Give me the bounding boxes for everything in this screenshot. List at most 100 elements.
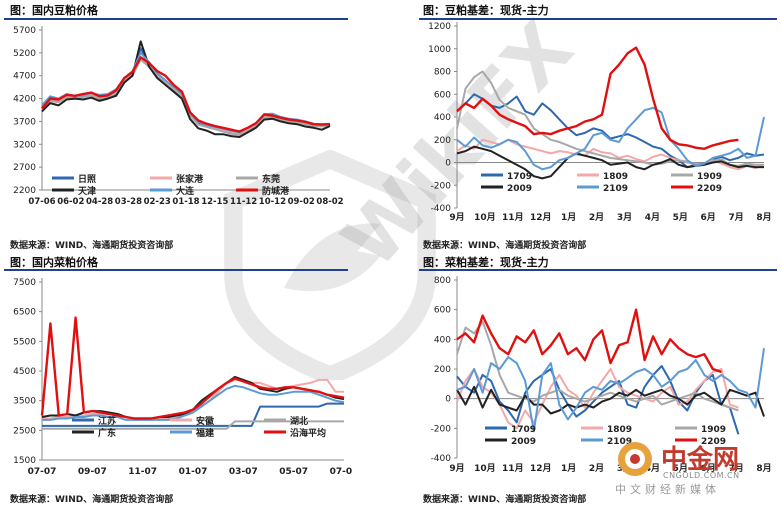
x-tick-label: 6月 (701, 212, 716, 223)
x-tick-label: 07-06 (28, 197, 55, 207)
series-line (42, 378, 344, 420)
x-tick-label: 10-12 (259, 197, 286, 207)
chart-rapemeal-price: 1500 2500 3500 4500 5500 6500 7500 07-07 09-07 11… (13, 278, 352, 477)
y-tick-label: 3500 (13, 397, 36, 407)
panel-title: 图：豆粕基差：现货-主力 (423, 4, 549, 17)
legend-label: 日照 (78, 174, 96, 185)
y-tick-label: 2700 (13, 163, 36, 173)
series-line (41, 56, 331, 133)
x-tick-label: 7月 (728, 463, 743, 474)
legend-label: 天津 (78, 185, 96, 197)
legend-label: 张家港 (176, 173, 204, 185)
y-tick-label: 400 (434, 335, 451, 345)
y-tick-label: 0 (445, 159, 451, 169)
y-tick-label: 600 (434, 90, 451, 100)
legend-label: 江苏 (98, 415, 116, 427)
logo-url: CNGOLD.COM.CN (663, 471, 740, 480)
series-line (456, 348, 765, 433)
series-line (456, 106, 765, 171)
panel-rapemeal-basis: 图：菜粕基差：现货-主力 -400 -200 0 200 400 600 800 9月 10月 1… (419, 254, 779, 509)
y-tick-label: -400 (431, 454, 452, 464)
panel-title: 图：菜粕基差：现货-主力 (423, 256, 549, 269)
x-tick-label: 2月 (589, 463, 604, 474)
legend-label: 2009 (507, 184, 532, 194)
y-tick-label: 1000 (428, 45, 451, 55)
watermark-shield-icon (224, 150, 436, 380)
series-line (456, 308, 722, 374)
legend-label: 广东 (98, 427, 116, 439)
logo-name: 中金网 (661, 445, 740, 475)
x-tick-label: 7月 (728, 212, 743, 223)
x-tick-label: 9月 (449, 463, 464, 474)
series-line (456, 368, 739, 430)
source-note: 数据来源：WIND、海通期货投资咨询部 (423, 495, 587, 505)
x-tick-label: 12月 (530, 463, 552, 474)
y-tick-label: 4700 (13, 72, 36, 82)
series-line (40, 316, 345, 420)
x-tick-label: 09-07 (78, 467, 107, 477)
x-tick-label: 1月 (561, 463, 576, 474)
x-tick-label: 03-28 (115, 197, 142, 207)
x-tick-label: 9月 (449, 212, 464, 223)
legend-label: 1709 (511, 425, 536, 435)
legend-label: 2009 (511, 437, 536, 447)
chart-rapemeal-basis: -400-20002004006008009月10月11月12月1月2月3月4月… (431, 276, 772, 474)
title-rule (4, 269, 348, 271)
y-tick-label: 5700 (13, 26, 36, 36)
y-tick-label: 3700 (13, 117, 36, 127)
y-tick-label: 2200 (13, 186, 36, 196)
x-tick-label: 3月 (617, 212, 632, 223)
panel-soymeal-basis: 图：豆粕基差：现货-主力 -400 -200 0 200 400 600 800 1000 12… (419, 0, 779, 255)
title-rule (419, 269, 777, 271)
x-tick-label: 12-15 (201, 197, 228, 207)
legend-label: 1709 (507, 172, 532, 182)
y-tick-label: 600 (434, 306, 451, 316)
legend-label: 2109 (607, 437, 632, 447)
legend-label: 2209 (701, 437, 726, 447)
y-tick-label: 5200 (13, 49, 36, 59)
panel-title: 图：国内豆粕价格 (10, 4, 98, 17)
series-line (456, 46, 739, 150)
legend-label: 1809 (603, 172, 628, 182)
x-tick-label: 02-23 (144, 197, 171, 207)
y-tick-label: 5500 (13, 337, 36, 347)
legend-label: 大连 (176, 185, 195, 197)
y-tick-label: -200 (431, 424, 452, 434)
x-tick-label: 11-12 (230, 197, 257, 207)
y-tick-label: 6500 (13, 308, 36, 318)
y-tick-label: 400 (434, 113, 451, 123)
legend-label: 沿海平均 (290, 427, 326, 439)
x-tick-label: 8月 (756, 463, 771, 474)
legend-label: 湖北 (290, 415, 308, 427)
chart-soymeal-basis: -400 -200 0 200 400 600 800 1000 1200 9月 10月 11月 12月… (428, 22, 772, 223)
x-tick-label: 12月 (530, 212, 552, 223)
source-note: 数据来源：WIND、海通期货投资咨询部 (10, 241, 174, 251)
x-tick-label: 6月 (701, 463, 716, 474)
x-tick-label: 06-02 (57, 197, 84, 207)
title-rule (4, 18, 348, 20)
y-tick-label: 800 (434, 276, 451, 286)
y-tick-label: -200 (431, 181, 452, 191)
legend-label: 东莞 (262, 173, 280, 185)
series-line (456, 145, 764, 180)
coin-logo-icon (618, 442, 652, 476)
x-tick-label: 5月 (673, 212, 688, 223)
x-tick-label: 01-07 (179, 467, 208, 477)
x-tick-label: 11-07 (128, 467, 157, 477)
panel-soymeal-price: 图：国内豆粕价格 2200 2700 3200 3700 4200 4700 5200 570… (0, 0, 352, 255)
x-tick-label: 04-28 (86, 197, 113, 207)
y-tick-label: 1500 (13, 456, 36, 466)
chart-soymeal-price: 2200 2700 3200 3700 4200 4700 5200 5700 07-06 06-… (13, 26, 344, 207)
x-tick-label: 11月 (502, 212, 524, 223)
series-line (42, 384, 345, 421)
panel-rapemeal-price: 图：国内菜粕价格 1500 2500 3500 4500 5500 6500 7500 07-… (0, 254, 352, 509)
source-note: 数据来源：WIND、海通期货投资咨询部 (423, 241, 587, 251)
y-tick-label: -400 (431, 204, 452, 214)
source-note: 数据来源：WIND、海通期货投资咨询部 (10, 495, 174, 505)
panel-title: 图：国内菜粕价格 (10, 256, 98, 269)
x-tick-label: 10月 (474, 463, 496, 474)
x-tick-label: 09-02 (288, 197, 315, 207)
y-tick-label: 7500 (13, 278, 36, 288)
series-line (41, 40, 331, 138)
y-tick-label: 2500 (13, 426, 36, 436)
